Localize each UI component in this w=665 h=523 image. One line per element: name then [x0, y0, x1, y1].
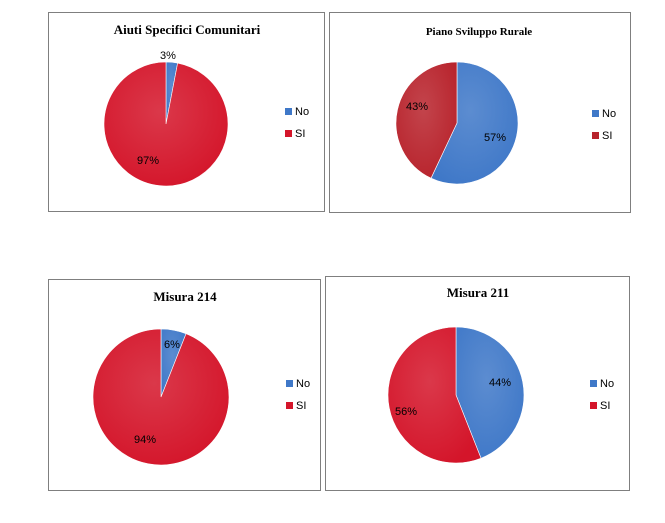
- legend-swatch-no: [592, 110, 599, 117]
- slice-label-si: 43%: [406, 101, 428, 113]
- pie-chart-misura-211: Misura 211 44% 56% No SI: [387, 285, 614, 464]
- pie-slice-si: [92, 328, 230, 466]
- legend-swatch-si: [590, 402, 597, 409]
- legend-label-si: SI: [602, 130, 612, 142]
- legend-label-si: SI: [600, 400, 610, 412]
- chart-panel-misura-211: Misura 211 44% 56% No SI: [325, 276, 630, 491]
- legend-swatch-si: [285, 130, 292, 137]
- pie-slice-si: [395, 61, 458, 179]
- legend-swatch-no: [590, 380, 597, 387]
- pie-chart-aiuti: Aiuti Specifici Comunitari 3% 97% No SI: [103, 22, 309, 187]
- legend-label-no: No: [600, 378, 614, 390]
- pie-slice-si: [387, 326, 482, 464]
- pie-chart-psr: Piano Sviluppo Rurale 57% 43% No SI: [395, 26, 616, 185]
- chart-title: Piano Sviluppo Rurale: [426, 26, 532, 38]
- chart-title: Aiuti Specifici Comunitari: [114, 22, 261, 37]
- legend-label-no: No: [602, 108, 616, 120]
- slice-label-no: 57%: [484, 132, 506, 144]
- chart-panel-psr: Piano Sviluppo Rurale 57% 43% No SI: [329, 12, 631, 213]
- legend-swatch-si: [286, 402, 293, 409]
- pie-slice-no: [455, 326, 525, 459]
- slice-label-si: 97%: [137, 155, 159, 167]
- chart-panel-aiuti: Aiuti Specifici Comunitari 3% 97% No SI: [48, 12, 325, 212]
- chart-title: Misura 214: [153, 289, 217, 304]
- legend-label-no: No: [295, 106, 309, 118]
- slice-label-no: 44%: [489, 377, 511, 389]
- pie-chart-misura-214: Misura 214 6% 94% No SI: [92, 289, 310, 466]
- pie-slice-si: [103, 61, 229, 187]
- slice-label-si: 56%: [395, 406, 417, 418]
- chart-title: Misura 211: [447, 285, 509, 300]
- legend-label-no: No: [296, 378, 310, 390]
- chart-panel-misura-214: Misura 214 6% 94% No SI: [48, 279, 321, 491]
- slice-label-si: 94%: [134, 434, 156, 446]
- legend-swatch-si: [592, 132, 599, 139]
- legend-label-si: SI: [296, 400, 306, 412]
- legend-swatch-no: [286, 380, 293, 387]
- legend-label-si: SI: [295, 128, 305, 140]
- pie-slice-no: [430, 61, 519, 185]
- slice-label-no: 3%: [160, 50, 176, 62]
- legend-swatch-no: [285, 108, 292, 115]
- slice-label-no: 6%: [164, 339, 180, 351]
